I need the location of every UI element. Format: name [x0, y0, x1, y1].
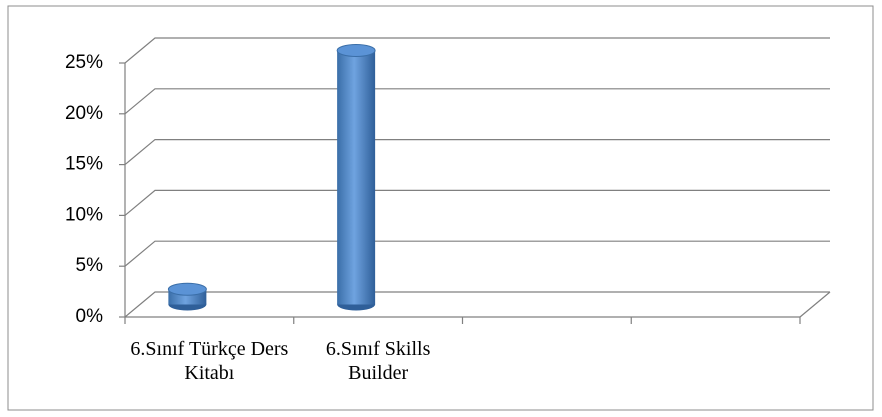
grid-line [124, 240, 830, 267]
grid-line [124, 189, 830, 216]
floor-edge [799, 291, 831, 318]
bar [167, 282, 207, 311]
chart-border [7, 5, 874, 411]
y-tick-label: 20% [65, 103, 103, 124]
y-tick-label: 15% [65, 154, 103, 175]
bar-top [167, 282, 207, 296]
x-tick-label: 6.Sınıf Türkçe Ders Kitabı [130, 338, 289, 384]
grid-line [124, 37, 830, 64]
grid-line [124, 291, 830, 318]
y-tick-label: 10% [65, 204, 103, 225]
y-tick-label: 5% [76, 255, 104, 276]
grid-line [124, 139, 830, 166]
x-tick-label: 6.Sınıf Skills Builder [325, 338, 431, 384]
bar-top [336, 44, 376, 57]
bar-body [337, 50, 376, 305]
grid-line [124, 88, 830, 115]
bar [336, 44, 376, 311]
y-tick-label: 25% [65, 52, 103, 73]
y-tick-label: 0% [76, 306, 104, 327]
